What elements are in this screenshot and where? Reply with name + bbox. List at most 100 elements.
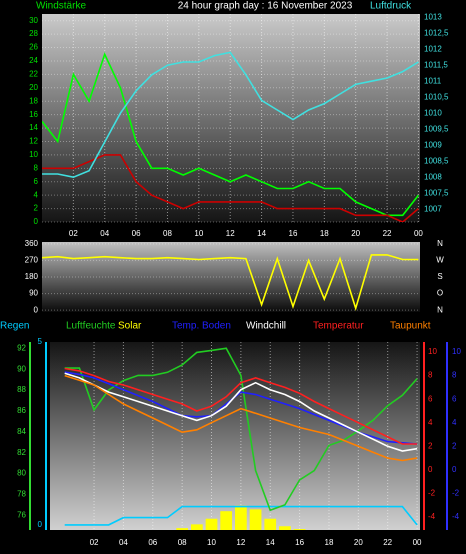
x-tick-label: 02	[90, 538, 99, 547]
y-tick-label: 14	[29, 123, 38, 132]
x-tick-label: 12	[236, 538, 245, 547]
y-tick-label: 270	[25, 256, 39, 265]
y-tick-label: 0	[38, 520, 43, 529]
y-tick-label: N	[437, 305, 443, 314]
y-tick-label: 90	[29, 289, 38, 298]
x-tick-label: 08	[163, 229, 172, 238]
solar-bar	[264, 518, 277, 530]
y-tick-label: 76	[17, 510, 26, 519]
plot-area	[42, 14, 420, 222]
y-tick-label: 2	[428, 441, 433, 450]
y-tick-label: 0	[34, 305, 39, 314]
plot-clip	[42, 51, 420, 222]
solar-bar	[249, 509, 262, 530]
y-tick-label: 1008	[424, 172, 442, 181]
y-tick-label: 1011,5	[424, 60, 448, 69]
y-tick-label: 1009,5	[424, 124, 449, 133]
y-tick-label: 86	[17, 406, 26, 415]
y-axis-label: Windstärke	[36, 1, 86, 12]
y-tick-label: 6	[452, 394, 457, 403]
y2-axis-label: Luftdruck	[370, 1, 412, 12]
y-tick-label: 30	[29, 16, 38, 25]
y-tick-label: 1008,5	[424, 156, 449, 165]
y-tick-label: -2	[428, 489, 436, 498]
x-tick-label: 16	[295, 538, 304, 547]
y-tick-label: 180	[25, 272, 39, 281]
y-tick-label: -4	[452, 512, 460, 521]
y-tick-label: 90	[17, 364, 26, 373]
solar-bar	[205, 518, 218, 530]
y-tick-label: 0	[34, 217, 39, 226]
y-tick-label: 1012	[424, 44, 442, 53]
legend-label: Luftfeuchte	[66, 321, 116, 332]
x-tick-label: 06	[132, 229, 141, 238]
y-tick-label: S	[437, 272, 442, 281]
solar-bar	[235, 505, 247, 530]
legend-label: Windchill	[246, 321, 286, 332]
legend-label: Taupunkt	[390, 321, 431, 332]
y-tick-label: 84	[17, 427, 26, 436]
y-tick-label: 22	[29, 69, 38, 78]
x-tick-label: 08	[178, 538, 187, 547]
y-tick-label: W	[436, 256, 444, 265]
x-tick-label: 22	[383, 229, 392, 238]
y-tick-label: 1007,5	[424, 188, 449, 197]
y-tick-label: 82	[17, 448, 26, 457]
x-tick-label: 20	[354, 538, 363, 547]
y-tick-label: 92	[17, 343, 26, 352]
x-tick-label: 04	[100, 229, 109, 238]
y-tick-label: 6	[428, 394, 433, 403]
y-tick-label: 88	[17, 385, 26, 394]
series-line	[42, 154, 419, 222]
plot-clip	[42, 254, 419, 312]
y-tick-label: 2	[34, 204, 39, 213]
x-tick-label: 14	[257, 229, 266, 238]
solar-bar	[176, 528, 189, 530]
x-tick-label: 06	[148, 538, 157, 547]
y-tick-label: 24	[29, 56, 38, 65]
y-tick-label: 10	[29, 150, 38, 159]
x-tick-label: 18	[325, 538, 334, 547]
x-tick-label: 22	[383, 538, 392, 547]
y-tick-label: 20	[29, 83, 38, 92]
y-tick-label: -4	[428, 512, 436, 521]
legend-label: Solar	[118, 321, 142, 332]
y-tick-label: 6	[34, 177, 39, 186]
y-tick-label: 5	[38, 337, 43, 346]
x-tick-label: 10	[207, 538, 216, 547]
y-tick-label: 1010,5	[424, 92, 449, 101]
solar-bar	[279, 526, 291, 530]
solar-bar	[220, 511, 233, 530]
y-tick-label: 28	[29, 29, 38, 38]
y-tick-label: 4	[452, 418, 457, 427]
x-tick-label: 12	[226, 229, 235, 238]
x-tick-label: 20	[351, 229, 360, 238]
series-line	[42, 51, 419, 179]
y-tick-label: 1011	[424, 76, 442, 85]
legend-label: Regen	[0, 321, 29, 332]
y-tick-label: 1007	[424, 204, 442, 213]
y-tick-label: O	[437, 289, 443, 298]
y-tick-label: 4	[428, 418, 433, 427]
y-tick-label: 16	[29, 110, 38, 119]
y-tick-label: 1013	[424, 12, 442, 21]
y-tick-label: 10	[428, 347, 437, 356]
legend-label: Temp. Boden	[172, 321, 231, 332]
x-tick-label: 10	[194, 229, 203, 238]
y-tick-label: 2	[452, 441, 457, 450]
legend-label: Temperatur	[313, 321, 364, 332]
solar-bar	[293, 529, 306, 530]
series-line	[64, 347, 418, 512]
y-tick-label: 8	[452, 371, 457, 380]
plot-clip	[64, 347, 418, 530]
y-tick-label: 18	[29, 96, 38, 105]
y-tick-label: 8	[428, 371, 433, 380]
y-tick-label: 12	[29, 137, 38, 146]
y-tick-label: 360	[25, 239, 39, 248]
y-tick-label: 4	[34, 190, 39, 199]
y-tick-label: 8	[34, 163, 39, 172]
x-tick-label: 00	[413, 538, 422, 547]
y-tick-label: 80	[17, 469, 26, 478]
